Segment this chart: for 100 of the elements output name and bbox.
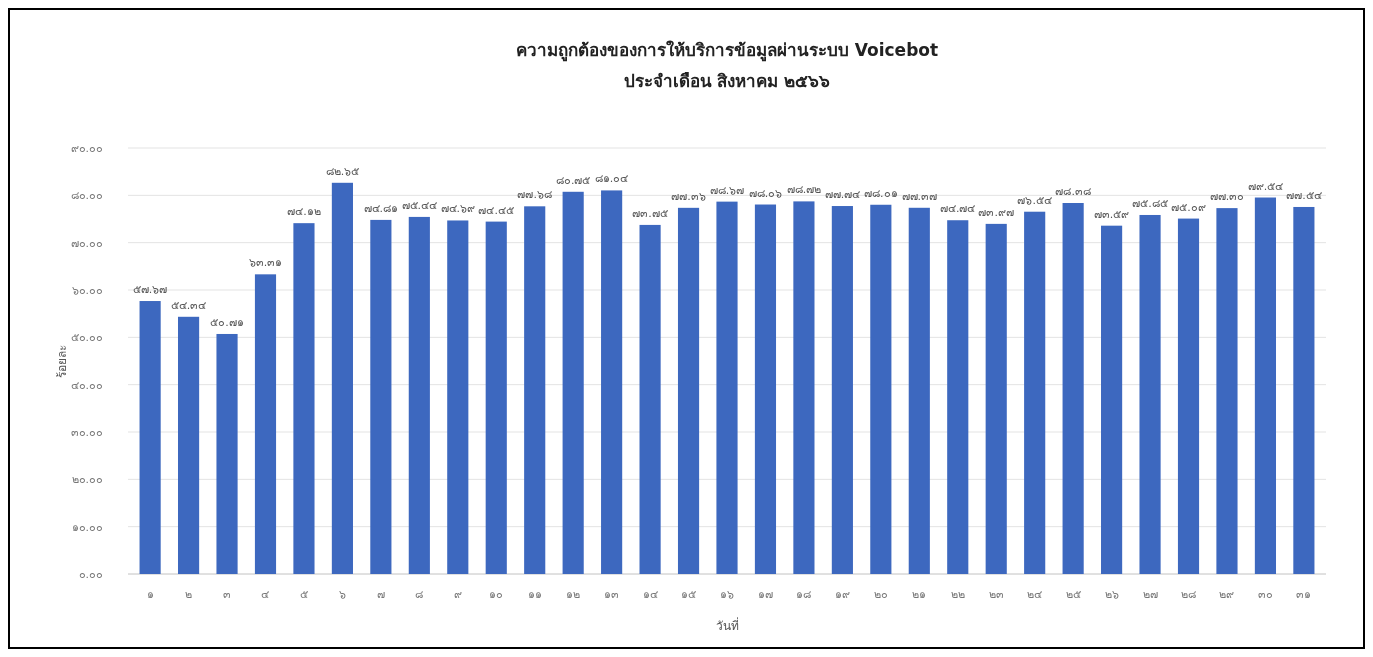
data-label: ๗๔.๘๑ [363, 201, 399, 215]
y-axis-title: ร้อยละ [55, 344, 69, 378]
y-tick-label: ๓๐.๐๐ [70, 426, 103, 439]
x-tick-label: ๖ [338, 588, 346, 601]
bar [1024, 211, 1046, 574]
data-label: ๘๐.๗๕ [555, 173, 591, 187]
x-tick-label: ๒๒ [950, 588, 965, 601]
data-label: ๕๗.๖๗ [132, 283, 168, 297]
bar [639, 224, 661, 574]
data-label: ๖๓.๓๑ [248, 256, 283, 270]
x-tick-label: ๓ [223, 588, 232, 601]
data-label: ๗๗.๗๔ [824, 188, 861, 202]
x-tick-label: ๑๕ [681, 588, 697, 601]
x-tick-label: ๑๘ [796, 588, 812, 601]
data-label: ๗๔.๖๙ [440, 202, 476, 216]
data-label: ๗๗.๓๐ [1209, 190, 1245, 204]
data-label: ๗๖.๕๔ [1017, 193, 1052, 207]
data-label: ๗๗.๖๘ [517, 188, 552, 202]
data-label: ๕๐.๗๑ [210, 315, 244, 329]
x-tick-label: ๒๔ [1027, 588, 1043, 601]
data-label: ๗๕.๘๕ [1132, 196, 1168, 210]
bar [370, 219, 392, 574]
bar [1062, 203, 1084, 574]
bar [524, 206, 546, 574]
data-label: ๗๘.๗๒ [786, 183, 822, 197]
x-tick-label: ๒๕ [1065, 588, 1081, 601]
bar [793, 201, 815, 574]
y-tick-label: ๔๐.๐๐ [70, 378, 103, 392]
bar [716, 201, 738, 574]
chart-subtitle: ประจำเดือน สิงหาคม ๒๕๖๖ [623, 71, 831, 91]
x-tick-label: ๒๐ [873, 588, 888, 601]
x-tick-label: ๓๐ [1257, 588, 1273, 601]
bar [754, 204, 777, 574]
bar [408, 216, 430, 574]
bar [447, 220, 469, 574]
x-tick-label: ๙ [453, 588, 462, 601]
data-label: ๗๗.๓๗ [901, 189, 938, 203]
x-tick-label: ๑๐ [489, 588, 504, 601]
bar [1101, 225, 1123, 574]
y-tick-label: ๕๐.๐๐ [70, 331, 103, 345]
bar [831, 206, 853, 574]
data-label: ๗๗.๓๖ [671, 189, 706, 203]
bar [1293, 206, 1315, 574]
x-tick-label: ๗ [376, 588, 385, 601]
data-label: ๘๑.๐๔ [594, 172, 629, 186]
x-tick-label: ๒๖ [1104, 588, 1119, 601]
data-label: ๗๘.๐๑ [864, 186, 898, 200]
data-label: ๗๔.๗๔ [940, 202, 976, 216]
x-tick-label: ๑๗ [757, 588, 773, 601]
y-tick-label: ๒๐.๐๐ [71, 473, 103, 487]
y-tick-label: ๙๐.๐๐ [70, 142, 103, 155]
bar [1177, 218, 1200, 574]
x-axis-title: วันที่ [715, 617, 739, 633]
x-tick-label: ๑๑ [527, 588, 542, 601]
data-label: ๗๕.๐๙ [1171, 200, 1206, 214]
x-tick-label: ๘ [415, 588, 424, 601]
bar [216, 333, 238, 574]
bar [331, 182, 353, 574]
bar [870, 204, 892, 574]
bar [1139, 214, 1161, 574]
bar [254, 274, 277, 574]
data-label: ๗๓.๙๗ [978, 205, 1014, 219]
x-tick-label: ๑๙ [834, 588, 850, 601]
bar [293, 223, 315, 574]
y-tick-label: ๗๐.๐๐ [70, 236, 103, 250]
bar [139, 301, 161, 574]
bar [178, 316, 200, 574]
x-tick-label: ๑๓ [604, 588, 620, 601]
bar [947, 220, 969, 574]
bar [1216, 208, 1238, 574]
bar [601, 190, 623, 574]
x-tick-label: ๒๗ [1142, 588, 1158, 601]
chart-title: ความถูกต้องของการให้บริการข้อมูลผ่านระบบ Voicebot [515, 40, 939, 62]
bar [985, 223, 1007, 574]
data-label: ๗๓.๕๙ [1093, 207, 1130, 221]
data-label: ๗๗.๕๔ [1286, 188, 1322, 202]
x-tick-label: ๒ [185, 588, 193, 601]
x-tick-label: ๒๘ [1181, 588, 1197, 601]
x-tick-label: ๔ [261, 588, 270, 601]
x-tick-label: ๓๑ [1296, 588, 1312, 601]
data-label: ๗๓.๗๕ [632, 206, 668, 220]
data-label: ๗๙.๕๔ [1247, 179, 1284, 193]
x-tick-label: ๒๓ [988, 588, 1004, 601]
data-label: ๗๔.๑๒ [287, 205, 321, 219]
data-label: ๗๘.๖๗ [709, 183, 745, 197]
x-tick-label: ๑๔ [642, 588, 658, 601]
y-tick-label: ๐.๐๐ [78, 568, 103, 581]
x-tick-label: ๕ [299, 588, 308, 601]
x-tick-label: ๑๖ [720, 588, 734, 601]
data-label: ๗๘.๐๖ [748, 186, 783, 200]
data-label: ๕๔.๓๔ [170, 298, 207, 312]
y-tick-label: ๑๐.๐๐ [71, 520, 103, 534]
data-label: ๗๘.๓๘ [1055, 185, 1091, 198]
bar [677, 207, 700, 574]
data-label: ๗๕.๔๔ [401, 198, 438, 212]
y-tick-label: ๖๐.๐๐ [71, 284, 103, 297]
x-tick-label: ๑ [146, 588, 154, 601]
bar [908, 207, 930, 574]
bar [562, 191, 584, 574]
x-tick-label: ๒๑ [912, 588, 927, 601]
